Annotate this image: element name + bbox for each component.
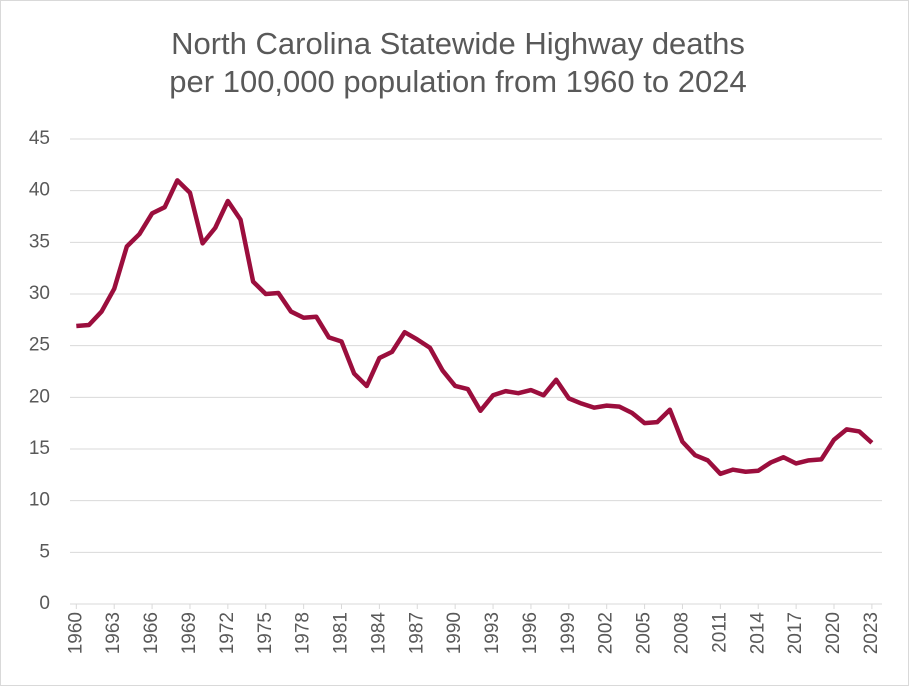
x-tick-label: 1975: [255, 612, 276, 654]
x-tick-label: 1972: [217, 612, 238, 654]
x-tick-label: 1966: [141, 612, 162, 654]
x-tick-label: 1987: [406, 612, 427, 654]
x-tick-label: 2023: [861, 612, 882, 654]
x-tick-label: 2020: [823, 612, 844, 654]
x-tick-label: 2005: [634, 612, 655, 654]
x-tick-label: 1960: [65, 612, 86, 654]
y-tick-label: 40: [29, 180, 50, 201]
x-tick-label: 2002: [596, 612, 617, 654]
x-tick-label: 2011: [709, 612, 730, 653]
y-tick-label: 10: [29, 490, 50, 511]
x-tick-label: 1996: [520, 612, 541, 654]
x-tick-label: 1993: [482, 612, 503, 654]
x-tick-label: 1963: [103, 612, 124, 654]
y-tick-label: 5: [39, 541, 50, 562]
y-tick-label: 15: [29, 438, 50, 459]
y-tick-label: 0: [39, 593, 50, 614]
x-tick-label: 1981: [331, 612, 352, 654]
y-tick-label: 25: [29, 335, 50, 356]
y-tick-label: 20: [29, 386, 50, 407]
y-tick-label: 30: [29, 283, 50, 304]
x-tick-label: 2008: [671, 612, 692, 654]
x-tick-label: 1978: [293, 612, 314, 654]
x-tick-label: 1969: [179, 612, 200, 654]
x-tick-label: 1999: [558, 612, 579, 654]
y-tick-label: 45: [29, 128, 50, 149]
x-tick-label: 1990: [444, 612, 465, 654]
chart-title: per 100,000 population from 1960 to 2024: [169, 64, 746, 99]
data-line: [76, 178, 874, 477]
chart-title: North Carolina Statewide Highway deaths: [171, 26, 745, 61]
x-tick-label: 1984: [368, 612, 389, 655]
x-tick-label: 2014: [747, 612, 768, 655]
y-tick-label: 35: [29, 231, 50, 252]
x-tick-label: 2017: [785, 612, 806, 654]
